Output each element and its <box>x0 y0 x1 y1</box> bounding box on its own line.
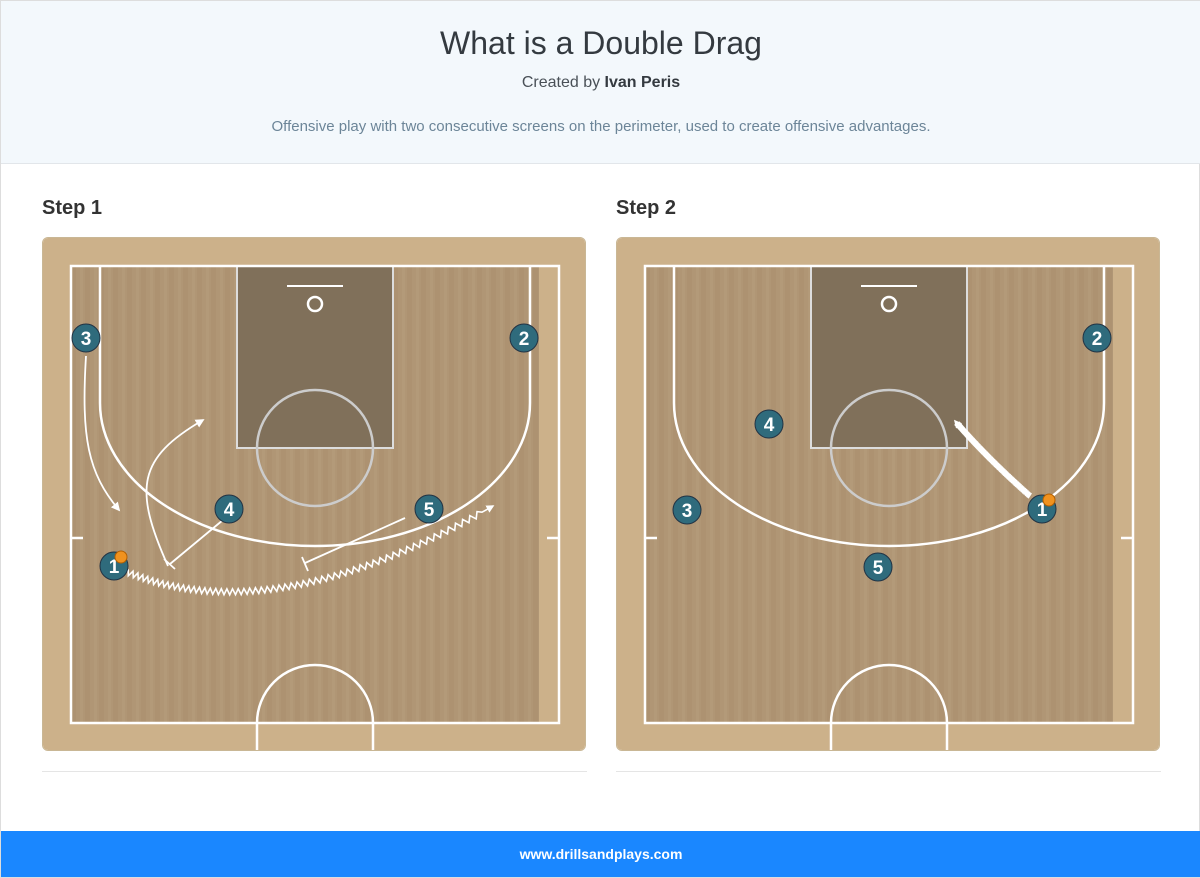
page-title: What is a Double Drag <box>440 25 762 61</box>
basketball-icon <box>114 550 128 564</box>
dribble-path-1 <box>953 419 1032 499</box>
player-marker <box>863 552 893 582</box>
player-number: 1 <box>109 557 120 578</box>
footer: www.drillsandplays.com <box>1 831 1200 877</box>
free-throw-circle <box>255 388 375 508</box>
player-2: 2 <box>509 323 539 353</box>
center-circle <box>829 663 949 750</box>
player-marker <box>672 495 702 525</box>
court-diagram-step-1: 3 2 4 5 1 <box>42 237 586 751</box>
player-number: 3 <box>682 501 693 522</box>
player-number: 3 <box>81 329 92 350</box>
creator-line: Created by Ivan Peris <box>1 74 1200 92</box>
player-marker <box>1082 323 1112 353</box>
three-point-line <box>672 266 1106 548</box>
player-marker <box>214 494 244 524</box>
player-marker <box>414 494 444 524</box>
court-boundary <box>69 264 561 725</box>
court-diagram-step-2: 2 4 3 5 1 <box>616 237 1160 751</box>
play-description: Offensive play with two consecutive scre… <box>271 118 931 135</box>
paint-lane <box>810 265 968 449</box>
step-1: Step 1 3 2 4 5 1 <box>42 197 587 772</box>
center-circle <box>255 663 375 750</box>
dribble-path-1 <box>127 505 495 597</box>
player-5: 5 <box>414 494 444 524</box>
footer-link[interactable]: www.drillsandplays.com <box>519 846 683 862</box>
author-name[interactable]: Ivan Peris <box>604 74 681 91</box>
player-number: 5 <box>873 558 884 579</box>
page-header: What is a Double Drag Created by Ivan Pe… <box>1 1 1200 164</box>
paint-lane <box>236 265 394 449</box>
player-5: 5 <box>863 552 893 582</box>
court-boundary <box>643 264 1135 725</box>
three-point-line <box>98 266 532 548</box>
player-2: 2 <box>1082 323 1112 353</box>
basketball-icon <box>1042 493 1056 507</box>
rim <box>880 295 898 313</box>
player-4: 4 <box>754 409 784 439</box>
player-number: 2 <box>1092 329 1103 350</box>
player-number: 4 <box>764 415 775 436</box>
screen-path-5 <box>301 517 406 572</box>
player-3: 3 <box>672 495 702 525</box>
divider <box>616 771 1161 772</box>
free-throw-circle <box>829 388 949 508</box>
player-number: 1 <box>1037 500 1048 521</box>
player-number: 4 <box>224 500 235 521</box>
step-title: Step 1 <box>42 197 103 219</box>
divider <box>42 771 587 772</box>
rim <box>306 295 324 313</box>
player-marker <box>509 323 539 353</box>
court-svg: 2 4 3 5 1 <box>617 238 1159 750</box>
court-svg: 3 2 4 5 1 <box>43 238 585 750</box>
step-title: Step 2 <box>616 197 677 219</box>
player-3: 3 <box>71 323 101 353</box>
player-1: 1 <box>99 550 129 581</box>
screen-path-4 <box>163 519 224 570</box>
player-marker <box>71 323 101 353</box>
player-1: 1 <box>1027 493 1057 524</box>
step-2: Step 2 2 4 3 5 1 <box>616 197 1161 772</box>
player-marker <box>754 409 784 439</box>
player-number: 2 <box>519 329 530 350</box>
created-by-label: Created by <box>521 74 601 91</box>
player-4: 4 <box>214 494 244 524</box>
cut-path-4 <box>145 419 205 567</box>
player-number: 5 <box>424 500 435 521</box>
cut-path-3 <box>83 355 121 512</box>
